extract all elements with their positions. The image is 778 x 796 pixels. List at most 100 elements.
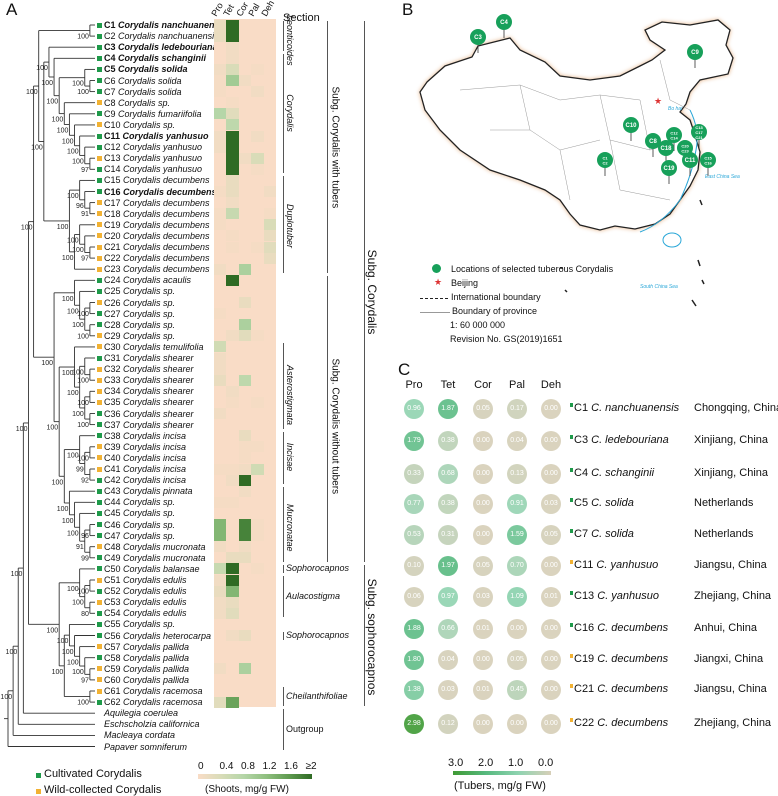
leaf-label: C23 Corydalis decumbens [104, 264, 210, 275]
bootstrap-value: 100 [62, 138, 74, 145]
leaf-label: C48 Corydalis mucronata [104, 541, 206, 552]
bubble-row-location: Netherlands [694, 497, 754, 509]
leaf-label: C46 Corydalis sp. [104, 519, 176, 530]
tuber-bubble: 0.38 [438, 494, 458, 514]
tuber-bubble: 0.96 [404, 399, 424, 419]
tuber-bubble: 1.38 [404, 680, 424, 700]
section-label: Outgroup [286, 723, 324, 734]
leaf-label: C12 Corydalis yanhusuo [104, 142, 203, 153]
leaf-label: C32 Corydalis shearer [104, 364, 194, 375]
heatmap-cell [226, 230, 239, 242]
bubble-column-header: Deh [540, 379, 562, 391]
bootstrap-value: 91 [76, 544, 84, 551]
tuber-bubble: 1.80 [404, 650, 424, 670]
leaf-label: C59 Corydalis pallida [104, 663, 190, 674]
subgenus-label: Subg. Corydalis [365, 250, 379, 335]
cultivated-marker-icon [97, 22, 102, 28]
heatmap-cell [238, 297, 252, 309]
heatmap-cell [251, 63, 264, 75]
bootstrap-value: 100 [36, 65, 48, 72]
subgenus-bracket [327, 21, 328, 274]
tuber-bubble: 0.00 [541, 619, 561, 639]
heatmap-cell [226, 186, 239, 198]
tuber-bubble: 0.01 [473, 619, 493, 639]
bubble-row-location: Zhejiang, China [694, 590, 772, 602]
heatmap-cell [238, 519, 252, 531]
leaf-label: C29 Corydalis sp. [104, 330, 176, 341]
tuber-bubble: 0.00 [541, 714, 561, 734]
heatmap-cell [226, 274, 239, 286]
svg-text:C18: C18 [660, 146, 672, 152]
heatmap-cell [214, 541, 227, 553]
tuber-bubble: 0.00 [473, 464, 493, 484]
leaf-label: C43 Corydalis pinnata [104, 486, 193, 497]
tuber-bubble: 0.00 [541, 399, 561, 419]
bubble-row-species: C7 C. solida [574, 528, 634, 540]
bubble-column-header: Cor [474, 379, 492, 391]
bubble-row-species: C16 C. decumbens [574, 622, 669, 634]
heatmap-cell [226, 607, 239, 619]
leaf-label: Eschscholzia californica [104, 719, 200, 730]
leaf-label: C49 Corydalis mucronata [104, 552, 206, 563]
sea-label-south-china-sea: South China Sea [640, 284, 678, 290]
heatmap-cell [214, 186, 227, 198]
bootstrap-value: 100 [72, 600, 84, 607]
tuber-bubble: 0.77 [404, 494, 424, 514]
leaf-label: Papaver somniferum [104, 741, 188, 752]
tuber-bubble: 0.05 [473, 556, 493, 576]
leaf-label: C3 Corydalis ledebouriana [104, 42, 218, 53]
cultivated-marker-icon [97, 488, 102, 494]
wild-marker-icon [36, 789, 41, 794]
leaf-label: C44 Corydalis sp. [104, 497, 176, 508]
heatmap-cell [238, 330, 252, 342]
wild-marker-icon [97, 366, 102, 372]
cultivated-marker-icon [97, 189, 102, 194]
section-label: Asterostigmata [285, 364, 295, 425]
cultivated-marker-icon [97, 422, 102, 428]
panel-b-letter: B [402, 0, 414, 19]
section-bracket [283, 21, 284, 52]
svg-text:C10: C10 [625, 123, 637, 129]
tubers-scale-tick: 2.0 [478, 757, 494, 769]
bootstrap-value: 100 [41, 80, 53, 87]
heatmap-cell [214, 208, 227, 220]
map-scale: 1: 60 000 000 [450, 320, 506, 330]
tuber-bubble: 0.00 [507, 714, 527, 734]
bootstrap-value: 100 [57, 638, 69, 645]
heatmap-cell [263, 208, 276, 220]
section-bracket [283, 709, 284, 751]
bootstrap-value: 100 [62, 296, 74, 303]
location-pin-icon: C10 [623, 117, 639, 141]
leaf-label: C34 Corydalis shearer [104, 386, 194, 397]
heatmap-cell [214, 19, 227, 31]
svg-text:C15: C15 [704, 156, 712, 161]
heatmap-cell [251, 519, 264, 531]
leaf-label: C37 Corydalis shearer [104, 419, 194, 430]
leaf-label: C22 Corydalis decumbens [104, 253, 210, 264]
bootstrap-value: 80 [81, 611, 89, 618]
heatmap-cell [214, 63, 227, 75]
leaf-label: C14 Corydalis yanhusuo [104, 164, 203, 175]
cultivated-marker-icon [570, 498, 573, 502]
heatmap-cell [214, 563, 227, 575]
tuber-bubble: 0.91 [507, 494, 527, 514]
bootstrap-value: 100 [11, 571, 23, 578]
heatmap-cell [214, 141, 227, 153]
bootstrap-value: 100 [67, 390, 79, 397]
svg-text:C19: C19 [663, 166, 675, 172]
heatmap-cell [226, 474, 239, 486]
wild-marker-icon [97, 211, 102, 217]
bootstrap-value: 100 [67, 308, 79, 315]
section-bracket [283, 576, 284, 618]
bootstrap-value: 100 [46, 425, 58, 432]
wild-marker-icon [97, 266, 102, 272]
leaf-label: C5 Corydalis solida [104, 64, 188, 75]
heatmap-cell [226, 585, 239, 597]
section-label: Sophorocapnos [286, 629, 350, 640]
heatmap-cell [226, 163, 239, 175]
wild-marker-icon [97, 100, 102, 106]
tuber-bubble: 0.33 [404, 464, 424, 484]
bubble-column-header: Pal [509, 379, 525, 391]
bootstrap-value: 100 [72, 247, 84, 254]
leaf-label: C18 Corydalis decumbens [104, 208, 210, 219]
